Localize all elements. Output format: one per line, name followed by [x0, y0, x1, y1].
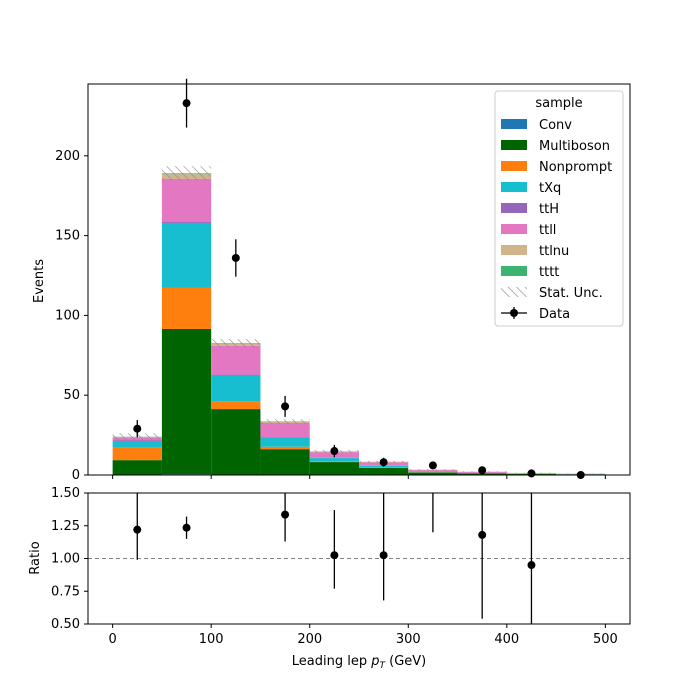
y-tick-label-ratio: 1.25 — [51, 519, 80, 534]
legend-label-stat-unc: Stat. Unc. — [539, 286, 603, 301]
ratio-panel: 0.50 0.75 1.00 1.25 1.50 0 100 200 300 400 500 — [51, 486, 631, 647]
legend-swatch-ttll — [501, 224, 527, 234]
main-panel: 0 50 100 150 200 — [55, 78, 631, 483]
y-tick-label-main: 100 — [55, 308, 80, 323]
bar-multiboson-bin-1 — [161, 328, 212, 475]
legend-swatch-nonprompt — [501, 161, 527, 171]
ratio-point — [379, 551, 388, 560]
legend-label-multiboson: Multiboson — [539, 139, 610, 154]
legend-swatch-tth — [501, 203, 527, 213]
data-point — [379, 458, 388, 467]
x-tick-label: 200 — [297, 632, 322, 647]
legend: sample Conv Multiboson Nonprompt tXq ttH ttll t… — [494, 90, 624, 327]
x-tick-label: 300 — [396, 632, 421, 647]
x-tick-label: 0 — [108, 632, 116, 647]
bar-txq-bin-2 — [211, 375, 261, 402]
ratio-point — [330, 551, 339, 560]
bar-tth-bin-2 — [211, 374, 261, 376]
y-axis-label-ratio: Ratio — [28, 541, 43, 574]
y-tick-label-main: 150 — [55, 229, 80, 244]
ratio-point — [478, 530, 487, 539]
data-point — [478, 466, 487, 475]
ratio-point — [182, 523, 191, 532]
legend-data-marker — [510, 309, 518, 317]
bar-multiboson-bin-0 — [112, 460, 162, 475]
legend-swatch-txq — [501, 182, 527, 192]
x-tick-label: 400 — [494, 632, 519, 647]
main-axes-frame — [87, 83, 631, 476]
ratio-axes-frame — [87, 492, 631, 625]
y-tick-label-main: 50 — [63, 388, 80, 403]
data-point — [428, 461, 437, 470]
bar-multiboson-bin-4 — [309, 462, 359, 475]
data-point — [182, 99, 191, 108]
ratio-point — [133, 525, 142, 534]
bar-nonprompt-bin-1 — [161, 287, 212, 329]
y-tick-label-ratio: 1.00 — [51, 552, 80, 567]
bar-txq-bin-4 — [309, 458, 359, 462]
bar-multiboson-bin-3 — [260, 449, 310, 475]
bar-tth-bin-3 — [260, 437, 310, 438]
bar-multiboson-bin-2 — [211, 409, 261, 475]
legend-label-conv: Conv — [539, 118, 572, 133]
ratio-point — [281, 510, 290, 519]
x-axis-label: Leading lep pT (GeV) — [292, 654, 426, 671]
legend-label-data: Data — [539, 307, 570, 322]
stat-unc-band-bin-6 — [408, 469, 458, 471]
legend-swatch-conv — [501, 119, 527, 129]
bar-multiboson-bin-6 — [408, 472, 458, 475]
legend-swatch-stat-unc — [501, 287, 527, 297]
legend-label-txq: tXq — [539, 181, 561, 196]
data-point — [330, 447, 339, 456]
bar-txq-bin-3 — [260, 437, 310, 447]
legend-swatch-ttlnu — [501, 245, 527, 255]
legend-swatch-multiboson — [501, 140, 527, 150]
y-tick-label-ratio: 1.50 — [51, 486, 80, 501]
y-tick-label-main: 200 — [55, 149, 80, 164]
data-point — [231, 253, 240, 262]
y-tick-label-ratio: 0.50 — [51, 617, 80, 632]
legend-title: sample — [535, 96, 582, 111]
bar-tth-bin-1 — [161, 222, 212, 224]
legend-label-tth: ttH — [539, 202, 559, 217]
data-point — [527, 469, 536, 478]
bar-ttll-bin-2 — [211, 345, 261, 375]
bar-nonprompt-bin-2 — [211, 401, 261, 410]
bar-nonprompt-bin-4 — [309, 461, 359, 463]
bar-ttll-bin-6 — [408, 470, 458, 472]
y-tick-label-main: 0 — [72, 468, 80, 483]
bar-nonprompt-bin-0 — [112, 447, 162, 461]
y-tick-label-ratio: 0.75 — [51, 584, 80, 599]
y-axis-label-main: Events — [32, 259, 47, 303]
data-point — [281, 402, 290, 411]
ratio-point — [527, 561, 536, 570]
x-tick-label: 500 — [593, 632, 618, 647]
legend-label-nonprompt: Nonprompt — [539, 160, 612, 175]
bar-nonprompt-bin-3 — [260, 446, 310, 450]
legend-label-ttll: ttll — [539, 223, 556, 238]
legend-label-ttlnu: ttlnu — [539, 244, 569, 259]
legend-label-tttt: tttt — [539, 265, 559, 280]
stat-unc-band-bin-1 — [161, 166, 212, 181]
bar-txq-bin-1 — [161, 223, 212, 288]
bar-ttll-bin-1 — [161, 178, 212, 223]
data-point — [133, 424, 142, 433]
x-tick-label: 100 — [199, 632, 224, 647]
legend-swatch-tttt — [501, 266, 527, 276]
bar-multiboson-bin-5 — [359, 467, 409, 475]
bar-ttll-bin-3 — [260, 422, 310, 438]
stat-unc-band-bin-2 — [211, 339, 261, 348]
bar-txq-bin-6 — [408, 471, 458, 473]
bar-txq-bin-0 — [112, 441, 162, 448]
stat-unc-band-bin-3 — [260, 419, 310, 424]
